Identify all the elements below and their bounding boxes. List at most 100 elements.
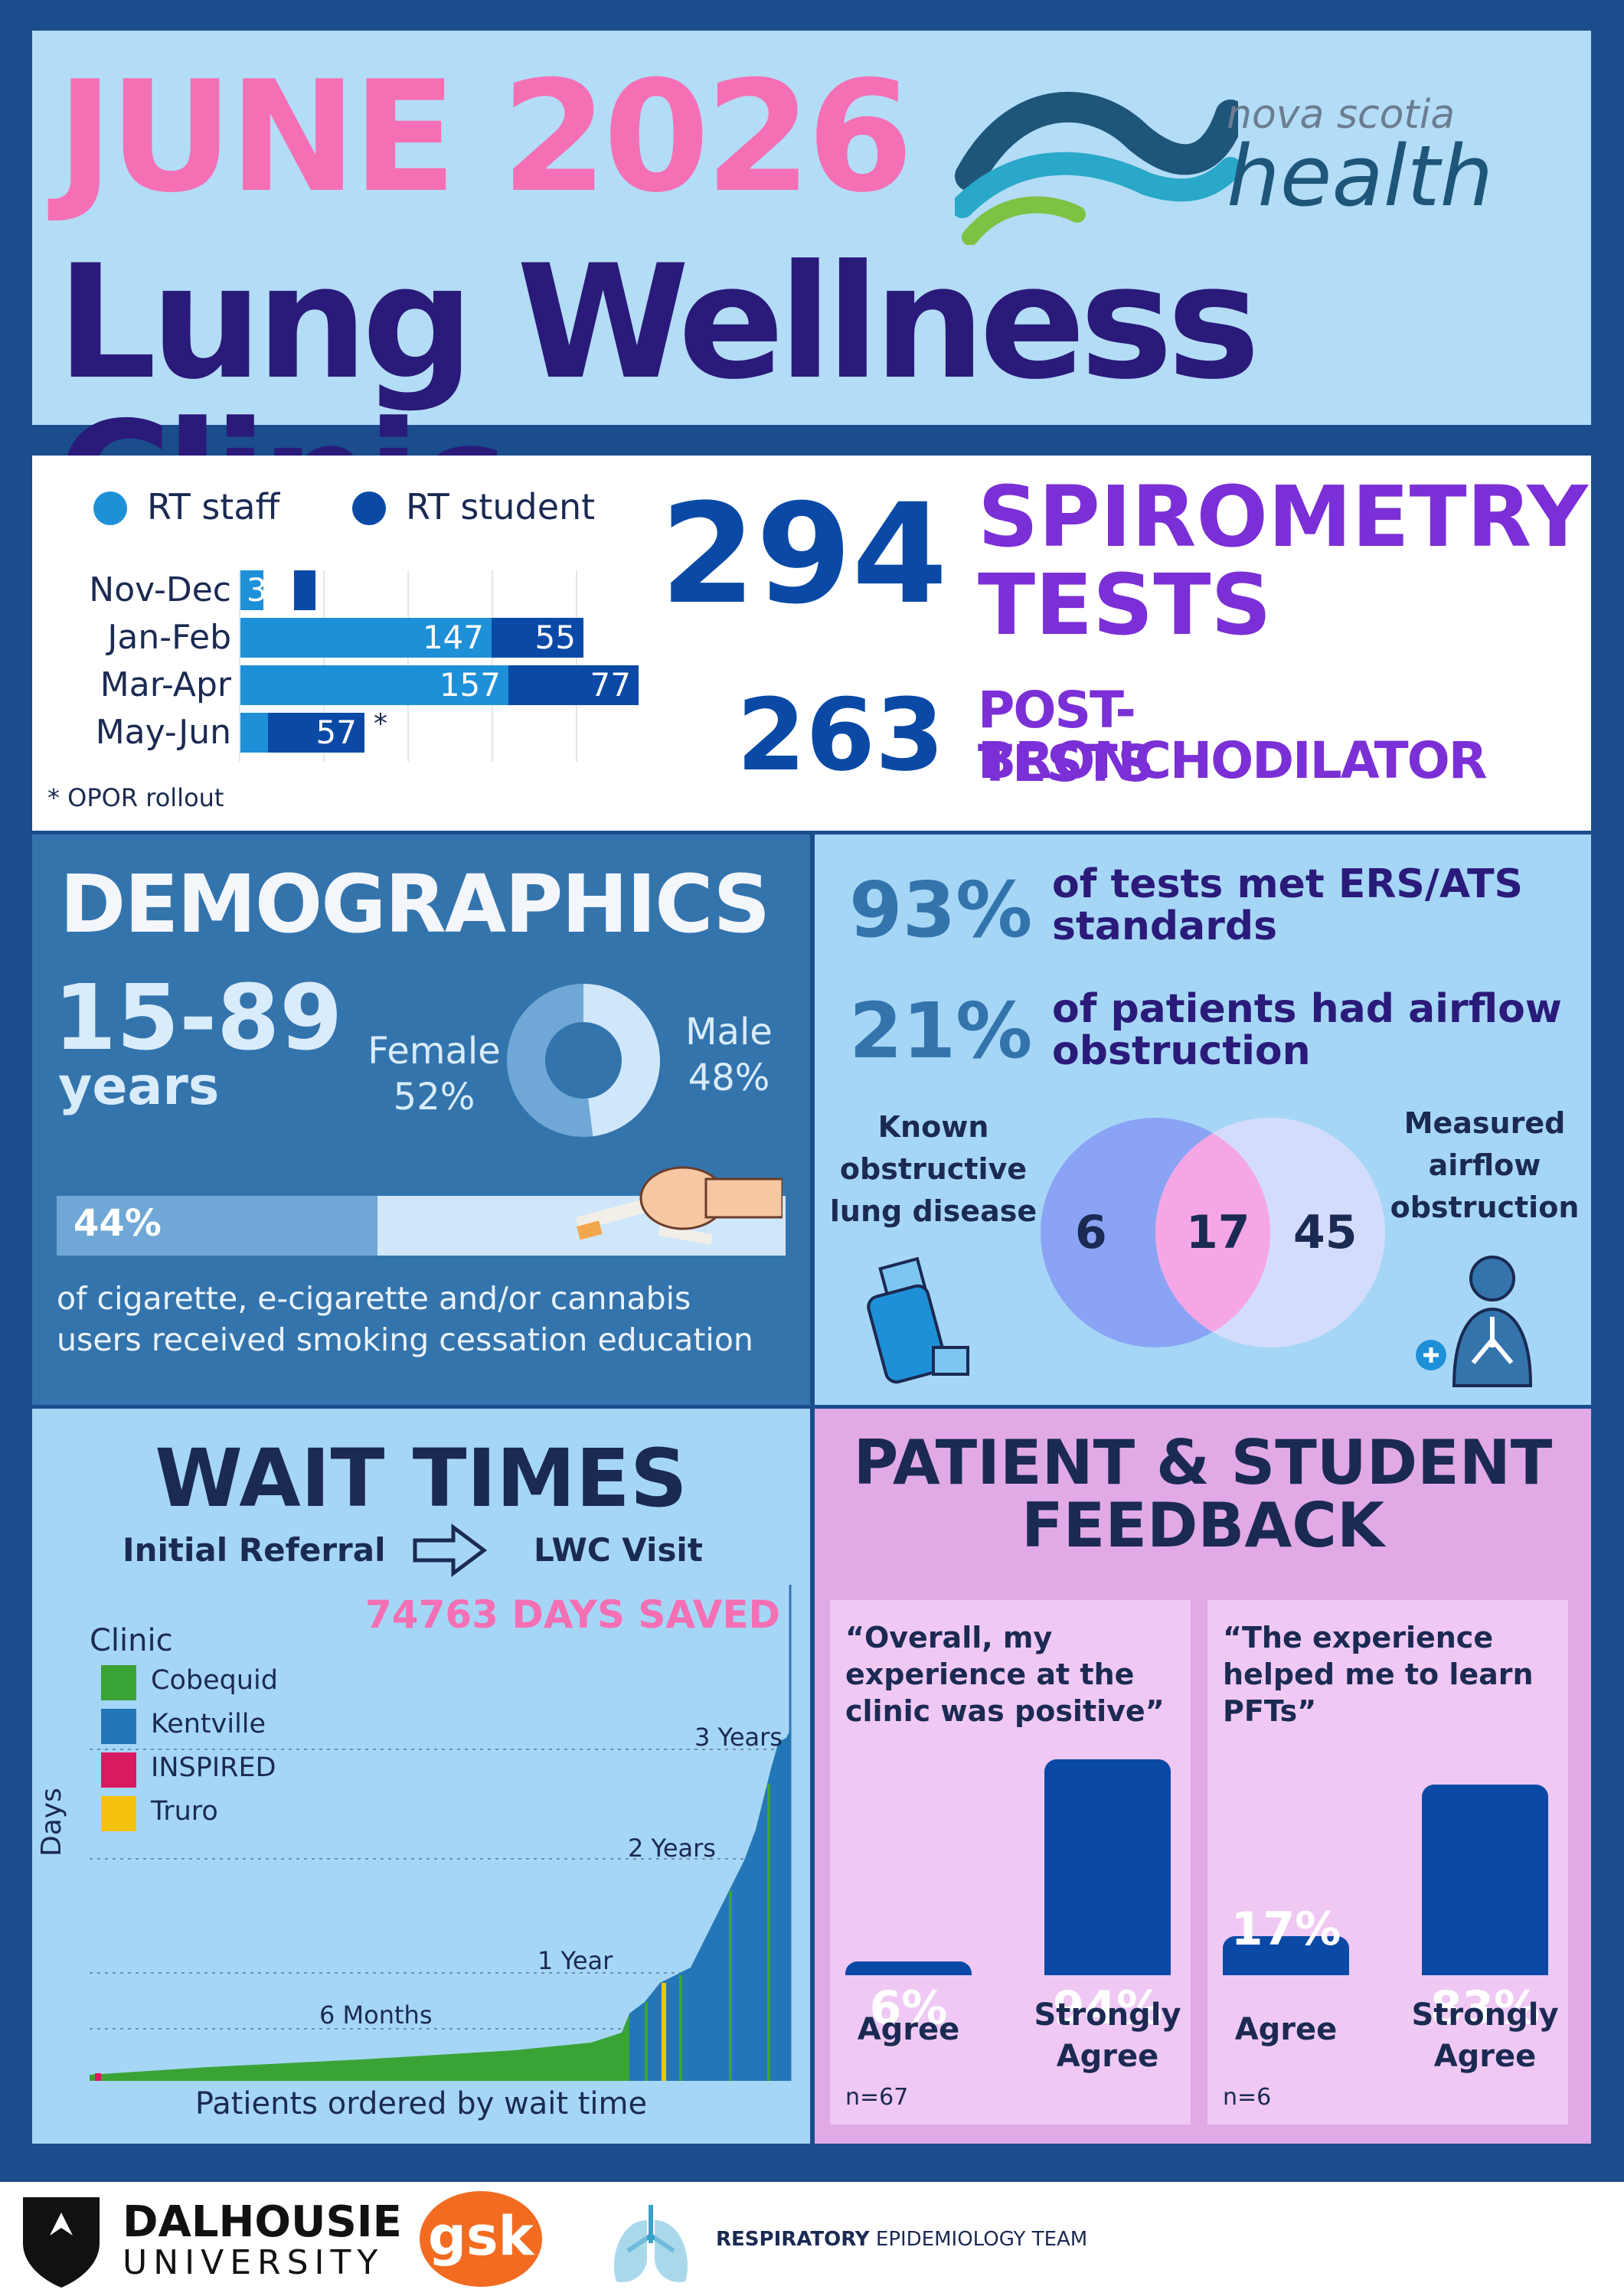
venn-middle-value: 17 <box>1186 1206 1250 1259</box>
venn-right-value: 45 <box>1293 1206 1358 1259</box>
stat2-text-2: obstruction <box>1052 1028 1311 1074</box>
legend-rt-staff-label: RT staff <box>147 486 280 527</box>
strong-label: Strongly Agree <box>1034 1997 1181 2074</box>
bar-nov-student <box>294 570 315 610</box>
bar-agree <box>1223 1936 1349 1975</box>
wait-to: LWC Visit <box>534 1531 703 1569</box>
bar-agree <box>845 1961 972 1975</box>
bar-nov-student-value: 31 <box>247 571 288 609</box>
legend-inspired-label: INSPIRED <box>151 1752 276 1783</box>
feedback-card-pfts: “The experience helped me to learn PFTs”… <box>1207 1600 1568 2125</box>
gsk-logo: gsk <box>420 2191 542 2287</box>
female-label: Female <box>368 1030 501 1073</box>
clinic-legend-title: Clinic <box>90 1623 173 1658</box>
bar-label-may-jun: May-Jun <box>95 713 231 752</box>
post-bd-label-1: POST-BRONCHODILATOR <box>978 681 1488 790</box>
venn-left-value: 6 <box>1075 1206 1107 1259</box>
days-saved: 74763 DAYS SAVED <box>365 1592 781 1637</box>
nova-scotia-health-wave-logo <box>955 91 1238 245</box>
feedback-quote-2: “The experience helped me to learn PFTs” <box>1223 1621 1534 1728</box>
stat1-pct: 93% <box>849 865 1033 955</box>
spirometry-label-1: SPIROMETRY <box>978 468 1588 566</box>
cessation-text-2: users received smoking cessation educati… <box>57 1321 753 1358</box>
female-pct: 52% <box>393 1076 475 1119</box>
bar-may-student: 57 <box>268 713 364 753</box>
bar-label-mar-apr: Mar-Apr <box>100 665 231 704</box>
legend-rt-student-dot <box>352 492 386 525</box>
inhaler-icon <box>867 1256 969 1384</box>
post-bd-total: 263 <box>737 677 945 793</box>
stat1-text-1: of tests met ERS/ATS <box>1052 861 1523 907</box>
crushed-cigarette-icon <box>575 1166 783 1245</box>
bar-may-asterisk: * <box>374 708 387 740</box>
feedback-quote-1: “Overall, my experience at the clinic wa… <box>845 1621 1165 1728</box>
wait-heading: WAIT TIMES <box>155 1432 688 1525</box>
venn-diagram <box>1041 1118 1385 1347</box>
footnote-opor: * OPOR rollout <box>47 783 224 812</box>
wait-time-area-chart <box>90 1585 792 2081</box>
cessation-pct: 44% <box>74 1202 162 1245</box>
arrow-right-icon <box>413 1524 488 1577</box>
bar-label-nov-dec: Nov-Dec <box>89 570 231 609</box>
legend-inspired-swatch <box>101 1752 136 1788</box>
male-pct: 48% <box>688 1057 770 1099</box>
strong-pct: 94% <box>1052 1981 1163 2035</box>
quality-panel: 93% of tests met ERS/ATS standards 21% o… <box>815 834 1591 1405</box>
agree-pct: 6% <box>869 1981 948 2035</box>
venn-right-label: Measured airflow obstruction <box>1390 1106 1580 1224</box>
bar-label-jan-feb: Jan-Feb <box>107 618 231 657</box>
ref-line-2-years: 2 Years <box>628 1834 716 1863</box>
ref-line-3-years: 3 Years <box>694 1723 783 1752</box>
bar-strongly-agree <box>1422 1785 1548 1975</box>
donut-male <box>507 984 660 1137</box>
lungs-logo-icon <box>613 2205 688 2282</box>
ref-line-1-year: 1 Year <box>538 1946 613 1975</box>
stat1-text-2: standards <box>1052 903 1278 949</box>
male-label: Male <box>685 1011 773 1053</box>
wait-times-panel: WAIT TIMES Initial Referral LWC Visit 74… <box>32 1409 810 2144</box>
gender-donut-chart <box>507 984 660 1137</box>
dalhousie-university: UNIVERSITY <box>123 2243 384 2282</box>
post-bd-label-2: TESTS <box>978 734 1155 793</box>
title-date: JUNE 2026 <box>57 48 913 227</box>
agree-label: Agree <box>1234 2012 1338 2047</box>
x-axis-label: Patients ordered by wait time <box>194 2086 648 2121</box>
bar-jan-staff: 147 <box>240 618 492 658</box>
venn-overlap <box>1155 1118 1270 1347</box>
feedback-heading: PATIENT & STUDENT FEEDBACK <box>853 1427 1553 1561</box>
age-range: 15-89 <box>54 965 343 1070</box>
legend-cobequid-label: Cobequid <box>151 1665 278 1696</box>
demographics-panel: DEMOGRAPHICS 15-89 years Female 52% Male… <box>32 834 810 1405</box>
lungs-test-icon <box>1416 1256 1533 1387</box>
stat2-text-1: of patients had airflow <box>1052 986 1562 1032</box>
legend-kentville-swatch <box>101 1709 136 1744</box>
logo-nova-scotia: nova scotia <box>1227 92 1456 138</box>
dalhousie-crest-icon <box>23 2197 100 2288</box>
grid-line <box>239 570 240 762</box>
bar-mar-staff: 157 <box>240 665 508 705</box>
spirometry-total: 294 <box>660 475 948 635</box>
ref-line-6-months: 6 Months <box>319 2000 433 2030</box>
age-unit: years <box>58 1057 220 1117</box>
legend-truro-swatch <box>101 1796 136 1831</box>
feedback-panel: PATIENT & STUDENT FEEDBACK “Overall, my … <box>815 1409 1591 2144</box>
legend-cobequid-swatch <box>101 1665 136 1700</box>
bar-mar-student: 77 <box>508 665 639 705</box>
sample-size: n=67 <box>845 2084 909 2111</box>
wait-from: Initial Referral <box>123 1531 386 1569</box>
bar-nov-staff <box>240 570 263 610</box>
venn-left-label: Known obstructive lung disease <box>829 1110 1037 1228</box>
legend-kentville-label: Kentville <box>151 1709 266 1739</box>
bar-jan-student: 55 <box>492 618 583 658</box>
bar-may-staff <box>240 713 268 753</box>
agree-pct: 17% <box>1230 1902 1341 1956</box>
sample-size: n=6 <box>1223 2084 1272 2111</box>
spirometry-panel: RT staff RT student Nov-Dec Jan-Feb Mar-… <box>32 456 1591 831</box>
logo-health: health <box>1227 127 1494 225</box>
header-panel: JUNE 2026 Lung Wellness Clinic nova scot… <box>32 31 1591 559</box>
footer: DALHOUSIE UNIVERSITY gsk RESPIRATORY EPI… <box>0 2182 1624 2296</box>
strong-pct: 83% <box>1430 1981 1541 2035</box>
cessation-bar-fill <box>57 1196 377 1256</box>
strong-label: Strongly Agree <box>1411 1997 1559 2074</box>
agree-label: Agree <box>857 2012 960 2047</box>
